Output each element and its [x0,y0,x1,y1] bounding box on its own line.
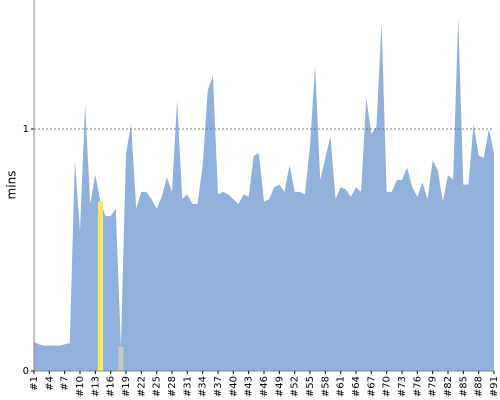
x-tick-label: #31 [182,376,193,397]
x-tick-label: #28 [167,376,178,397]
x-tick-label: #67 [366,376,377,397]
x-tick-label: #70 [382,376,393,397]
x-tick-label: #1 [29,376,40,391]
x-tick-label: #55 [305,376,316,397]
x-tick-label: #61 [336,376,347,397]
x-tick-label: #25 [152,376,163,397]
x-tick-label: #49 [274,376,285,397]
x-tick-label: #37 [213,376,224,397]
area [34,17,494,372]
x-tick-label: #16 [106,376,117,397]
x-tick-label: #22 [136,376,147,397]
x-tick-label: #43 [244,376,255,397]
x-tick-label: #46 [259,376,270,397]
x-tick-label: #91 [489,376,500,397]
y-tick-label: 0 [23,366,29,377]
x-tick-label: #76 [412,376,423,397]
build-highlight [97,201,103,371]
y-tick-label: 1 [23,124,29,135]
x-tick-label: #85 [458,376,469,397]
x-tick-label: #7 [60,376,71,391]
x-tick-label: #58 [320,376,331,397]
y-axis-label: mins [5,171,19,200]
x-tick-label: #40 [228,376,239,397]
x-tick-label: #82 [443,376,454,397]
x-tick-label: #88 [474,376,485,397]
x-tick-label: #13 [90,376,101,397]
x-tick-label: #34 [198,376,209,397]
x-tick-label: #79 [428,376,439,397]
x-tick-label: #73 [397,376,408,397]
x-tick-label: #52 [290,376,301,397]
build-highlight [118,346,124,371]
x-tick-label: #64 [351,376,362,397]
x-tick-label: #4 [44,376,55,391]
x-tick-label: #10 [75,376,86,397]
x-tick-label: #19 [121,376,132,397]
